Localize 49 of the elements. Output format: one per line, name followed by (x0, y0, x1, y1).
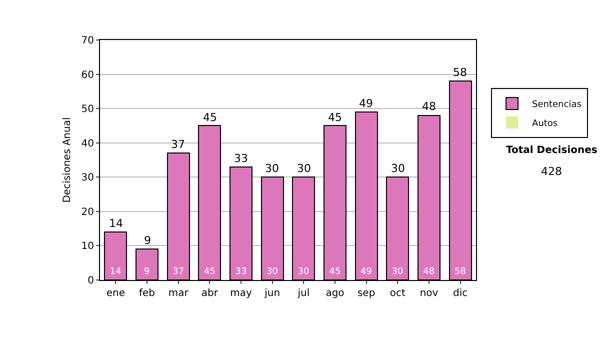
data-label: 58 (454, 267, 466, 277)
x-tick-label: may (230, 288, 252, 299)
x-tick-label: abr (201, 288, 219, 299)
x-tick-label: sep (357, 288, 376, 299)
y-tick-label: 60 (81, 70, 94, 81)
data-label: 37 (172, 267, 184, 277)
y-tick-label: 20 (81, 206, 94, 218)
x-tick-label: mar (168, 288, 190, 299)
data-label: 33 (235, 267, 247, 277)
data-label: 48 (423, 267, 435, 277)
x-tick-label: ago (326, 288, 344, 299)
data-label: 45 (204, 267, 216, 277)
y-tick-label: 30 (81, 172, 94, 184)
text: 428 (541, 165, 562, 178)
x-tick-label: nov (420, 288, 438, 299)
total-label: 30 (297, 162, 311, 175)
total-label: 45 (328, 111, 342, 124)
y-tick-label: 10 (81, 241, 94, 252)
data-label: 9 (144, 267, 150, 277)
total-label: 30 (391, 162, 405, 175)
data-label: 30 (266, 267, 278, 277)
total-label: 14 (109, 217, 123, 230)
x-tick-label: oct (390, 288, 406, 299)
total-label: 45 (203, 111, 217, 124)
y-tick-label: 50 (81, 104, 94, 116)
x-tick-label: jul (296, 288, 310, 299)
data-label: 14 (110, 267, 122, 277)
total-label: 49 (359, 97, 373, 110)
x-tick-label: jun (264, 288, 280, 299)
total-label: 9 (144, 234, 151, 247)
total-label: 30 (265, 162, 279, 175)
data-label: 45 (329, 267, 341, 277)
total-label: 48 (422, 100, 436, 113)
y-axis-title: Decisiones Anual (62, 117, 73, 203)
data-label: 30 (298, 267, 310, 277)
total-label: 33 (234, 152, 248, 165)
data-label: 49 (360, 267, 372, 277)
total-label: 58 (453, 66, 467, 79)
y-tick-label: 40 (81, 138, 94, 150)
x-tick-label: feb (138, 288, 156, 299)
text: Total Decisiones (506, 145, 598, 156)
y-tick-label: 70 (81, 36, 94, 46)
legend-label: Autos (532, 119, 558, 130)
total-label: 37 (171, 138, 185, 151)
legend-label: Sentencias (532, 100, 582, 110)
x-tick-label: dic (453, 288, 468, 299)
x-tick-label: ene (106, 288, 125, 299)
data-label: 30 (392, 267, 404, 277)
y-tick-label: 0 (88, 276, 94, 286)
